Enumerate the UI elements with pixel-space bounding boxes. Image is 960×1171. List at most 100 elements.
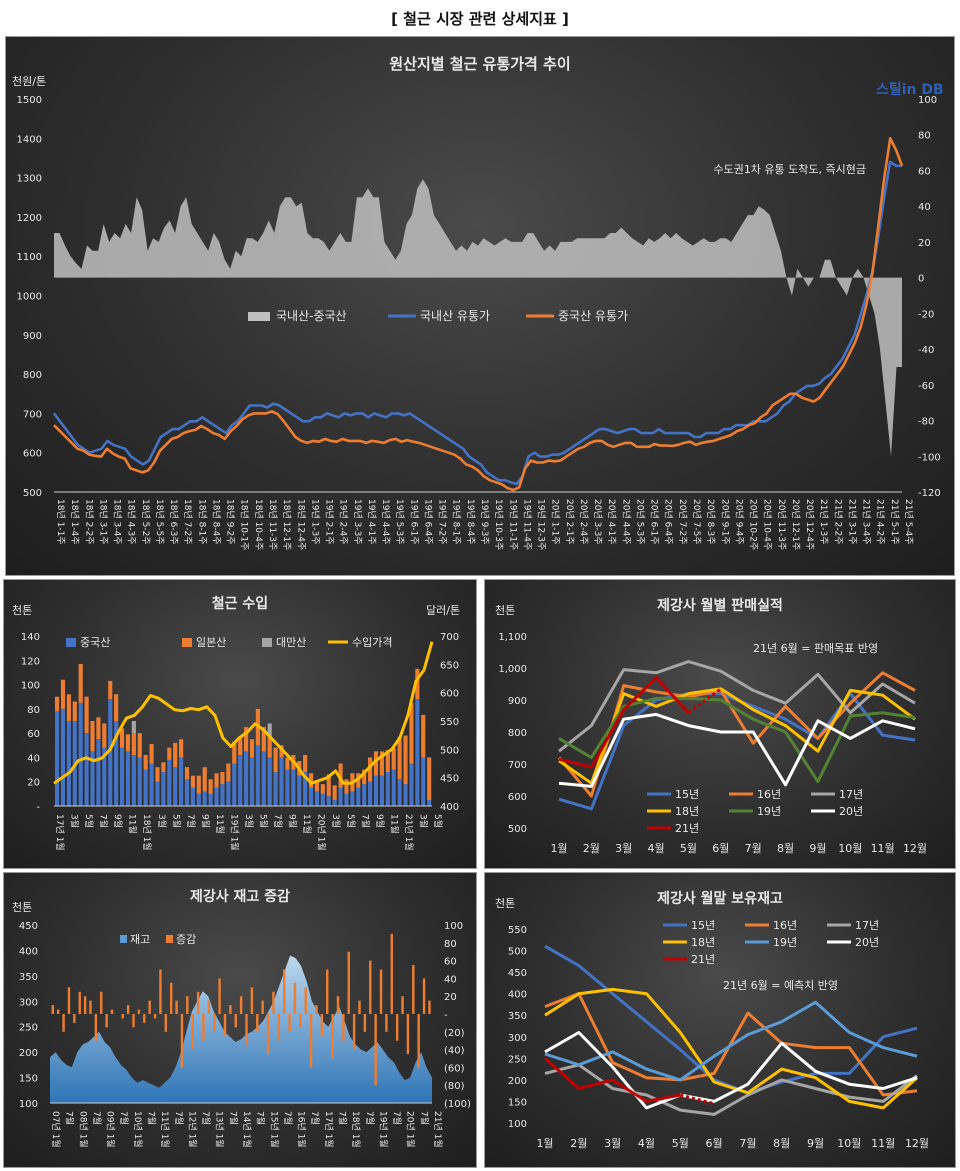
x-tick-label: 3월 (615, 842, 632, 855)
bar-japan (403, 735, 408, 785)
x-tick-label: 20년 1월 (405, 1111, 417, 1148)
y2-tick-label: 40 (918, 202, 931, 213)
y2-tick-label: (40) (444, 1046, 465, 1057)
note: 21년 6월 = 판매목표 반영 (753, 642, 878, 655)
bar-japan (149, 744, 154, 764)
x-tick-label: 19년 11-1주 (507, 499, 518, 550)
change-bar (73, 1014, 76, 1023)
x-tick-label: 18년 5-2주 (140, 499, 151, 545)
y2-tick-label: 60 (918, 166, 931, 177)
y-tick-label: 100 (21, 681, 40, 692)
y2-tick-label: 100 (918, 95, 937, 106)
x-tick-label: 4월 (648, 842, 665, 855)
x-tick-label: 10월 (837, 1137, 861, 1150)
x-tick-label: 5월 (258, 814, 270, 828)
change-bar (385, 1014, 388, 1032)
legend-label: 15년 (691, 919, 715, 932)
legend-swatch-diff (248, 312, 270, 321)
x-tick-label: 18년 7-2주 (182, 499, 193, 545)
y-tick-label: 40 (27, 753, 40, 764)
x-tick-label: 20년 4-4주 (620, 499, 631, 545)
bar-japan (96, 717, 101, 740)
change-bar (207, 1000, 211, 1014)
bar-china (143, 769, 148, 806)
y-axis-unit: 천톤 (12, 603, 32, 617)
y-tick-label: 450 (19, 921, 38, 932)
x-tick-label: 20년 10-4주 (762, 499, 773, 550)
bar-china (155, 781, 160, 806)
change-bar (56, 1009, 60, 1014)
series-line (557, 671, 916, 798)
bar-japan (119, 728, 125, 748)
y-tick-label: 1,000 (498, 664, 527, 675)
y-tick-label: 1400 (17, 134, 42, 145)
change-bar (304, 987, 307, 1014)
bar-china (421, 757, 426, 806)
y-tick-label: 600 (23, 449, 42, 460)
change-bar (110, 1009, 114, 1014)
bar-china (391, 769, 396, 806)
x-tick-label: 18년 2-2주 (83, 499, 94, 545)
x-tick-label: 7월 (118, 1111, 130, 1125)
y-tick-label: 150 (19, 1074, 38, 1085)
x-tick-label: 19년 10-3주 (493, 499, 504, 550)
bar-japan (244, 727, 249, 752)
x-tick-label: 20년 6-4주 (663, 499, 674, 545)
bar-china (131, 755, 136, 806)
legend-swatch-taiwan (262, 638, 272, 647)
y-tick-label: 900 (508, 696, 527, 707)
bar-japan (167, 747, 172, 760)
x-tick-label: 21년 5-1주 (889, 499, 900, 545)
x-tick-label: 20년 1-1주 (550, 499, 561, 545)
x-tick-label: 9월 (807, 1137, 824, 1150)
x-tick-label: 07년 1월 (50, 1111, 62, 1148)
bar-japan (179, 739, 184, 758)
change-bar (191, 1014, 194, 1050)
change-bar (164, 1014, 168, 1032)
bar-china (356, 787, 361, 806)
y-tick-label: 400 (19, 946, 38, 957)
bar-japan (308, 773, 314, 788)
change-bar (406, 1014, 410, 1055)
y2-tick-label: 500 (440, 745, 459, 756)
bar-china (279, 757, 284, 806)
bar-china (84, 733, 89, 806)
x-tick-label: 20년 2-4주 (578, 499, 589, 545)
bar-japan (338, 763, 343, 788)
legend-swatch-inventory (120, 935, 127, 943)
bar-japan (385, 750, 390, 772)
bar-china (232, 763, 237, 806)
legend-label: 국내산-중국산 (276, 309, 347, 323)
x-tick-label: 19년 1월 (377, 1111, 389, 1148)
x-tick-label: 20년 8-3주 (705, 499, 716, 545)
x-tick-label: 18년 1월 (350, 1111, 362, 1148)
x-tick-label: 7월 (739, 1137, 756, 1150)
bar-japan (249, 739, 255, 758)
bar-japan (196, 775, 201, 794)
sales-chart: 제강사 월별 판매실적 천톤 500 600 700 800 900 1,000 1,100 1월… (495, 597, 927, 855)
x-tick-label: 20년 7-5주 (691, 499, 702, 545)
bar-japan (137, 733, 142, 758)
x-tick-label: 11월 (301, 814, 313, 834)
x-tick-label: 5월 (680, 842, 697, 855)
bar-japan (379, 751, 384, 776)
y-axis-unit: 천톤 (495, 603, 515, 617)
series-line (558, 712, 916, 788)
y2-tick-label: (60) (444, 1063, 465, 1074)
x-tick-label: 19년 9-3주 (479, 499, 490, 545)
x-tick-label: 21년 2-2주 (832, 499, 843, 545)
series-line-21-forecast (687, 687, 722, 715)
bar-china (179, 757, 184, 806)
logo: 스틸in DB (876, 82, 944, 98)
change-bar (223, 1014, 227, 1037)
y2-tick-label: - (444, 1010, 448, 1021)
legend-label: 18년 (691, 936, 715, 949)
change-bar (126, 1005, 130, 1014)
legend-label: 일본산 (196, 635, 226, 649)
y2-tick-label: -40 (918, 345, 934, 356)
x-tick-label: 19년 6-1주 (408, 499, 419, 545)
y-tick-label: 500 (23, 488, 42, 499)
bar-china (108, 699, 113, 806)
bar-japan (285, 757, 290, 770)
y2-tick-label: 650 (440, 660, 459, 671)
